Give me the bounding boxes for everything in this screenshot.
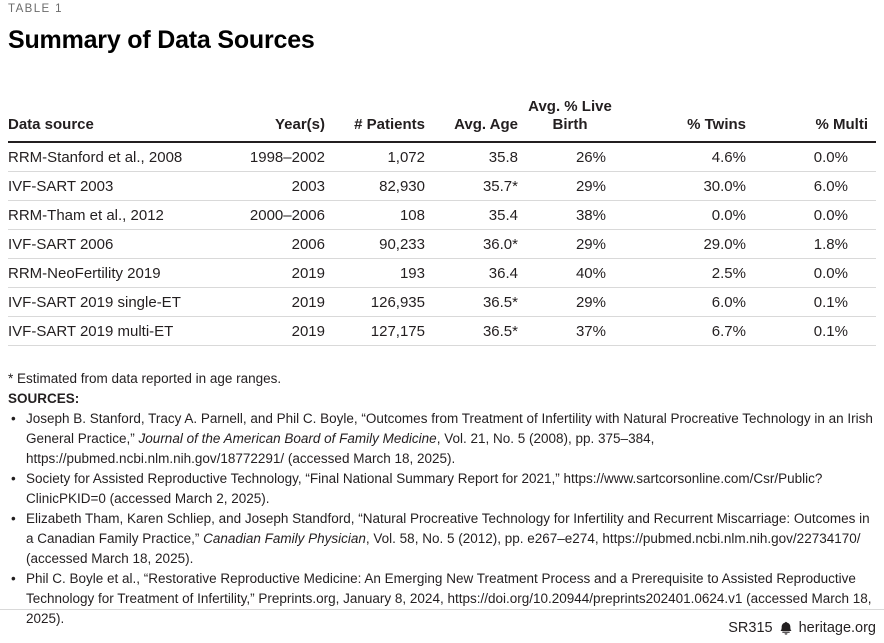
table-row: RRM-Stanford et al., 2008 1998–2002 1,072 3… bbox=[8, 142, 876, 172]
table-cell: IVF-SART 2003 bbox=[8, 171, 248, 201]
table-row: RRM-Tham et al., 2012 2000–2006 108 35.4 38%… bbox=[8, 200, 876, 230]
table-cell: 35.7* bbox=[433, 171, 526, 201]
table-cell: 126,935 bbox=[333, 287, 433, 317]
table-cell: IVF-SART 2006 bbox=[8, 229, 248, 259]
table-cell: 127,175 bbox=[333, 316, 433, 346]
column-header-patients: # Patients bbox=[333, 98, 433, 143]
source-text: Elizabeth Tham, Karen Schliep, and Josep… bbox=[26, 511, 870, 546]
column-header-twins: % Twins bbox=[614, 98, 754, 143]
table-cell: 0.0% bbox=[754, 258, 876, 288]
table-cell: 2006 bbox=[248, 229, 333, 259]
footer-divider bbox=[0, 609, 884, 610]
table-cell: 37% bbox=[526, 316, 614, 346]
table-cell: 82,930 bbox=[333, 171, 433, 201]
table-cell: RRM-Tham et al., 2012 bbox=[8, 200, 248, 230]
page-footer: SR315 heritage.org bbox=[728, 620, 876, 636]
page-title: Summary of Data Sources bbox=[8, 26, 315, 54]
column-header-avg-age: Avg. Age bbox=[433, 98, 526, 143]
table-cell: 108 bbox=[333, 200, 433, 230]
table-cell: 38% bbox=[526, 200, 614, 230]
column-header-avg-live-birth: Avg. % Live Birth bbox=[526, 98, 614, 143]
table-row: IVF-SART 2019 single-ET 2019 126,935 36.5* 2… bbox=[8, 287, 876, 317]
table-cell: 2003 bbox=[248, 171, 333, 201]
table-header-row: Data source Year(s) # Patients Avg. Age Avg.… bbox=[8, 98, 876, 143]
sources-label: SOURCES: bbox=[8, 391, 80, 406]
source-text: Society for Assisted Reproductive Techno… bbox=[26, 471, 823, 506]
table-cell: IVF-SART 2019 single-ET bbox=[8, 287, 248, 317]
table-cell: 1,072 bbox=[333, 142, 433, 172]
table-cell: 6.0% bbox=[754, 171, 876, 201]
source-journal-title: Canadian Family Physician bbox=[203, 531, 366, 546]
table-cell: 0.1% bbox=[754, 316, 876, 346]
table-cell: 1.8% bbox=[754, 229, 876, 259]
table-row: IVF-SART 2006 2006 90,233 36.0* 29% 29.0% 1.8% bbox=[8, 229, 876, 259]
table-cell: 193 bbox=[333, 258, 433, 288]
table-cell: 90,233 bbox=[333, 229, 433, 259]
table-cell: 1998–2002 bbox=[248, 142, 333, 172]
table-cell: 29.0% bbox=[614, 229, 754, 259]
table-footnote: * Estimated from data reported in age ra… bbox=[8, 371, 282, 386]
source-text: , Vol. 58, No. 5 (2012), pp. e267–e274, … bbox=[26, 531, 861, 566]
source-journal-title: Journal of the American Board of Family … bbox=[138, 431, 437, 446]
source-item: Joseph B. Stanford, Tracy A. Parnell, an… bbox=[8, 409, 876, 469]
table-cell: 36.4 bbox=[433, 258, 526, 288]
source-item: Society for Assisted Reproductive Techno… bbox=[8, 469, 876, 509]
table-cell: 29% bbox=[526, 171, 614, 201]
table-cell: RRM-NeoFertility 2019 bbox=[8, 258, 248, 288]
table-cell: 0.0% bbox=[754, 200, 876, 230]
column-header-data-source: Data source bbox=[8, 98, 248, 143]
table-cell: 2019 bbox=[248, 316, 333, 346]
data-sources-table: Data source Year(s) # Patients Avg. Age Avg.… bbox=[8, 98, 876, 346]
table-cell: 35.4 bbox=[433, 200, 526, 230]
source-item: Phil C. Boyle et al., “Restorative Repro… bbox=[8, 569, 876, 629]
table-cell: 40% bbox=[526, 258, 614, 288]
table-cell: RRM-Stanford et al., 2008 bbox=[8, 142, 248, 172]
source-text: , Vol. 21, No. 5 (2008), pp. 375–384, ht… bbox=[26, 431, 655, 466]
table-cell: 0.0% bbox=[614, 200, 754, 230]
table-cell: 35.8 bbox=[433, 142, 526, 172]
site-name: heritage.org bbox=[798, 620, 876, 636]
source-item: Elizabeth Tham, Karen Schliep, and Josep… bbox=[8, 509, 876, 569]
table-cell: 36.5* bbox=[433, 287, 526, 317]
table-cell: 2.5% bbox=[614, 258, 754, 288]
table-cell: IVF-SART 2019 multi-ET bbox=[8, 316, 248, 346]
table-cell: 0.0% bbox=[754, 142, 876, 172]
table-row: IVF-SART 2019 multi-ET 2019 127,175 36.5* 37… bbox=[8, 316, 876, 346]
table-label: TABLE 1 bbox=[8, 3, 63, 15]
liberty-bell-icon bbox=[779, 621, 793, 635]
table-row: RRM-NeoFertility 2019 2019 193 36.4 40% 2.5% 0… bbox=[8, 258, 876, 288]
column-header-multi: % Multi bbox=[754, 98, 876, 143]
source-text: Joseph B. Stanford, Tracy A. Parnell, an… bbox=[26, 411, 873, 446]
table-cell: 36.5* bbox=[433, 316, 526, 346]
table-cell: 2000–2006 bbox=[248, 200, 333, 230]
table-cell: 6.0% bbox=[614, 287, 754, 317]
table-cell: 4.6% bbox=[614, 142, 754, 172]
table-cell: 2019 bbox=[248, 287, 333, 317]
table-cell: 0.1% bbox=[754, 287, 876, 317]
table-cell: 30.0% bbox=[614, 171, 754, 201]
report-id: SR315 bbox=[728, 620, 773, 636]
table-row: IVF-SART 2003 2003 82,930 35.7* 29% 30.0% 6.0% bbox=[8, 171, 876, 201]
table-cell: 36.0* bbox=[433, 229, 526, 259]
source-text: Phil C. Boyle et al., “Restorative Repro… bbox=[26, 571, 872, 626]
table-cell: 6.7% bbox=[614, 316, 754, 346]
table-cell: 29% bbox=[526, 229, 614, 259]
table-cell: 2019 bbox=[248, 258, 333, 288]
column-header-years: Year(s) bbox=[248, 98, 333, 143]
table-cell: 29% bbox=[526, 287, 614, 317]
sources-list: Joseph B. Stanford, Tracy A. Parnell, an… bbox=[8, 409, 876, 629]
table-cell: 26% bbox=[526, 142, 614, 172]
